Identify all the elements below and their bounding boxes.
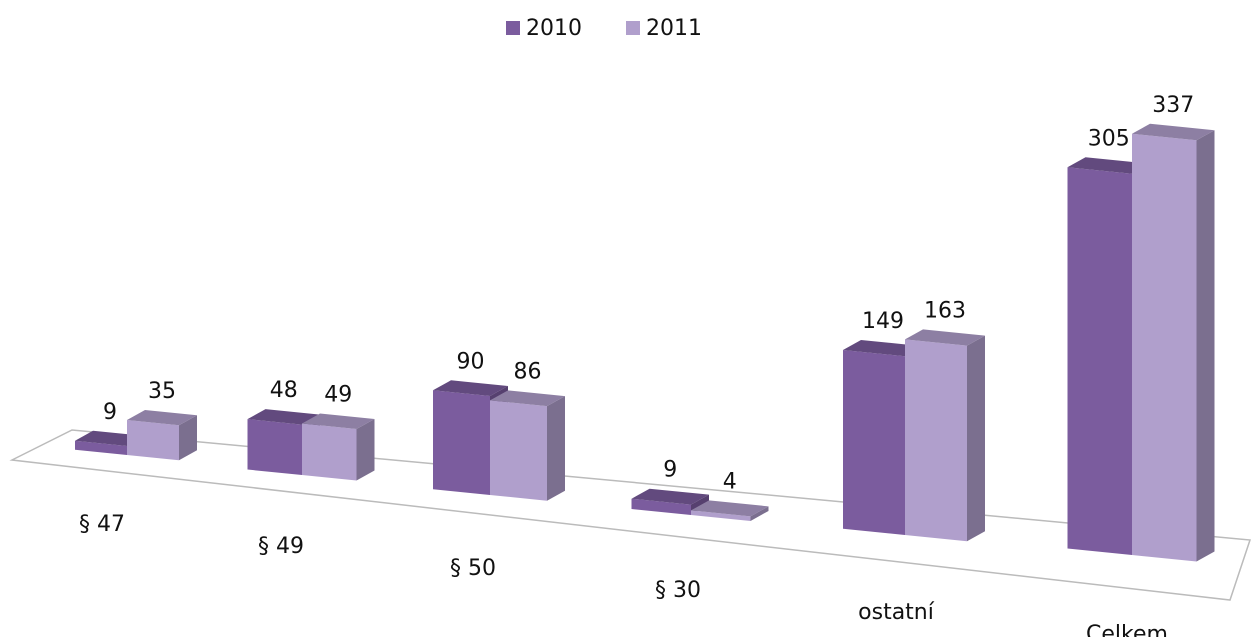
data-label: 86 [514, 359, 542, 384]
data-label: 49 [324, 383, 352, 408]
bar-side [750, 506, 769, 521]
bar [127, 410, 197, 461]
data-label: 90 [457, 349, 485, 374]
bar [905, 329, 985, 542]
bar-front [905, 339, 967, 542]
bar-side [1196, 130, 1215, 562]
bar-front [302, 423, 357, 481]
bar [490, 390, 565, 501]
x-tick-label: § 47 [79, 512, 125, 537]
bar-top [247, 409, 320, 425]
x-tick-label: § 50 [450, 556, 496, 581]
bar-front [247, 419, 302, 475]
bar-side [547, 396, 565, 501]
bar [302, 413, 375, 481]
bar-front [843, 350, 905, 535]
bar-front [490, 400, 547, 501]
data-label: 35 [148, 379, 176, 404]
bar-top [691, 500, 769, 517]
data-label: 9 [103, 400, 117, 425]
bar [1132, 123, 1215, 562]
bar-front [433, 390, 490, 495]
data-label: 337 [1152, 93, 1194, 118]
bar-top [1132, 123, 1215, 141]
bar-top [1067, 157, 1150, 174]
data-label: 163 [924, 298, 966, 323]
data-label: 9 [663, 458, 677, 483]
x-tick-label: Celkem [1086, 622, 1168, 637]
x-tick-label: § 30 [655, 578, 701, 603]
bar-top [843, 340, 923, 357]
bar-top [433, 380, 508, 396]
data-label: 305 [1088, 126, 1130, 151]
legend-label: 2010 [526, 16, 582, 41]
bar-side [356, 419, 375, 481]
legend-label: 2011 [646, 16, 702, 41]
bar-top [302, 413, 375, 429]
bar-front [75, 440, 127, 455]
floor [9, 429, 1252, 601]
bar-front [631, 498, 691, 515]
bar-side [967, 335, 985, 542]
bar-front [691, 510, 751, 521]
bar-top [631, 488, 709, 505]
bar-front [1132, 133, 1197, 562]
bar [691, 500, 769, 521]
bar-side [179, 415, 197, 461]
data-label: 4 [723, 469, 737, 494]
bar-top [127, 410, 197, 426]
x-tick-label: § 49 [258, 534, 304, 559]
legend-swatch [506, 21, 520, 35]
data-label: 48 [270, 378, 298, 403]
bar-top [490, 390, 565, 407]
bar-top [905, 329, 985, 346]
legend-swatch [626, 21, 640, 35]
bar-front [127, 420, 179, 461]
x-tick-label: ostatní [858, 600, 935, 625]
bar-front [1067, 167, 1132, 556]
data-label: 149 [862, 309, 904, 334]
